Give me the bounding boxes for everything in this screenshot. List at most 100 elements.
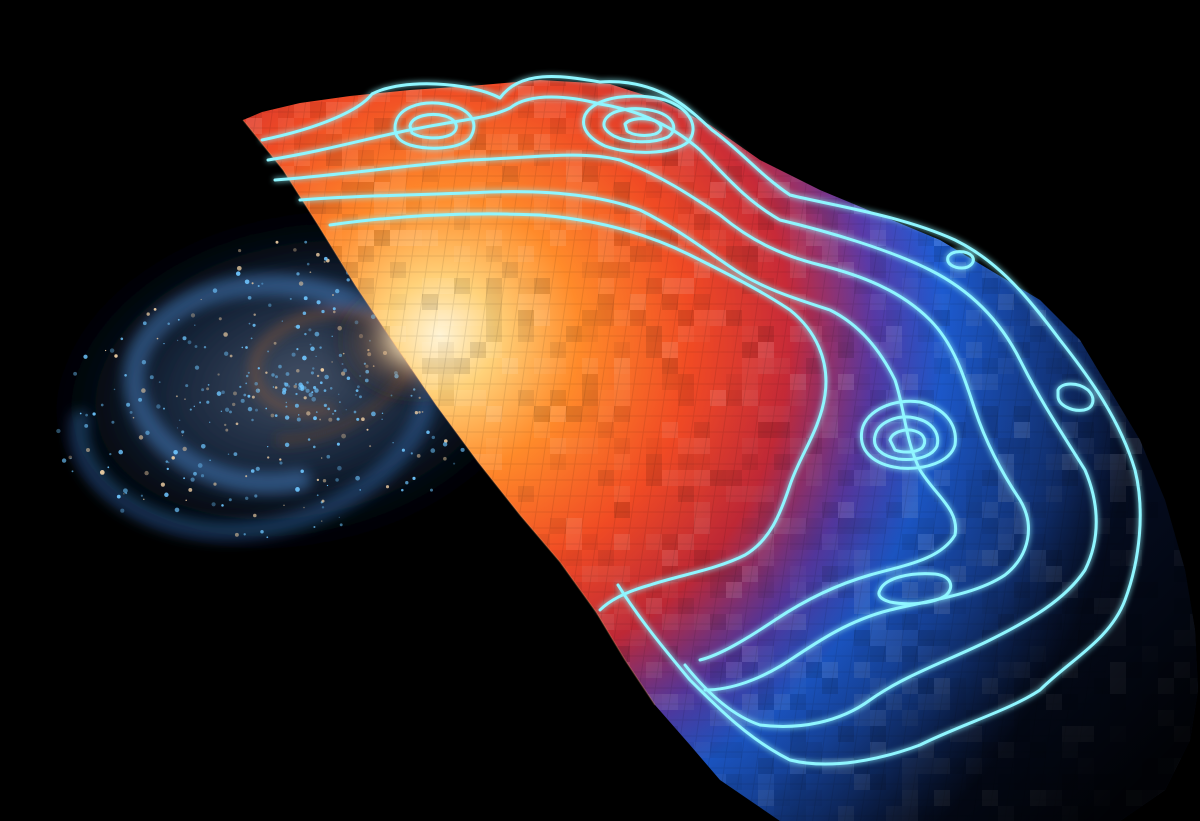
- galaxy-star: [279, 461, 283, 465]
- galaxy-star: [224, 407, 230, 412]
- galaxy-star: [109, 452, 112, 456]
- galaxy-star: [298, 281, 304, 286]
- contour-inner: [328, 212, 828, 612]
- contour-2: [266, 95, 1098, 728]
- galaxy-star: [257, 367, 260, 370]
- galaxy-star: [233, 452, 238, 456]
- galaxy-star: [319, 418, 322, 421]
- galaxy-star: [281, 390, 287, 395]
- galaxy-star: [218, 317, 222, 321]
- galaxy-star: [303, 396, 307, 400]
- contour-loop-d: [877, 572, 953, 606]
- galaxy-star: [145, 430, 150, 435]
- galaxy-star: [332, 413, 334, 415]
- galaxy-star: [201, 388, 205, 392]
- contour-3: [273, 153, 1030, 692]
- galaxy-star: [381, 418, 383, 420]
- galaxy-star: [295, 324, 301, 329]
- galaxy-star: [176, 339, 179, 342]
- galaxy-star: [257, 284, 260, 288]
- galaxy-star: [443, 439, 448, 443]
- galaxy-star: [284, 415, 290, 420]
- galaxy-star: [255, 408, 258, 412]
- galaxy-star: [267, 350, 270, 353]
- galaxy-star: [221, 504, 224, 507]
- contour-loop-c-inner: [888, 428, 927, 454]
- contour-loop-f: [946, 250, 975, 270]
- galaxy-star: [200, 474, 205, 478]
- galaxy-star: [295, 392, 298, 396]
- galaxy-star: [109, 348, 115, 353]
- galaxy-star: [321, 309, 325, 314]
- galaxy-star: [338, 401, 341, 404]
- galaxy-star: [163, 407, 165, 410]
- galaxy-star: [178, 419, 181, 422]
- galaxy-star: [329, 387, 333, 390]
- galaxy-star: [327, 407, 331, 411]
- galaxy-star: [431, 435, 435, 440]
- galaxy-star: [410, 452, 413, 455]
- galaxy-star: [306, 262, 310, 266]
- galaxy-star: [247, 406, 253, 412]
- galaxy-star: [323, 260, 326, 263]
- galaxy-star: [171, 456, 175, 460]
- galaxy-star: [71, 470, 74, 473]
- galaxy-star: [442, 442, 448, 447]
- galaxy-star: [328, 417, 333, 422]
- galaxy-star: [305, 388, 310, 393]
- galaxy-star: [165, 460, 169, 463]
- galaxy-star: [142, 321, 147, 326]
- galaxy-star: [217, 373, 220, 376]
- galaxy-star: [167, 461, 170, 464]
- galaxy-star: [225, 428, 229, 432]
- galaxy-star: [221, 390, 225, 394]
- galaxy-star: [73, 371, 78, 376]
- galaxy-star: [313, 525, 316, 529]
- galaxy-star: [460, 447, 465, 452]
- galaxy-star: [203, 345, 207, 349]
- galaxy-star: [129, 410, 133, 414]
- galaxy-star: [250, 469, 255, 473]
- galaxy-star: [84, 423, 89, 428]
- galaxy-star: [224, 423, 227, 427]
- galaxy-star: [293, 384, 297, 389]
- galaxy-star: [309, 271, 312, 274]
- galaxy-star: [414, 411, 419, 415]
- galaxy-star: [227, 453, 230, 455]
- galaxy-star: [401, 488, 404, 492]
- galaxy-star: [294, 383, 298, 386]
- galaxy-star: [86, 448, 90, 452]
- galaxy-star: [356, 417, 360, 421]
- galaxy-star: [140, 494, 143, 497]
- galaxy-star: [284, 389, 287, 391]
- galaxy-star: [315, 411, 318, 413]
- galaxy-star: [331, 293, 335, 297]
- galaxy-star: [320, 520, 323, 522]
- galaxy-star: [303, 506, 305, 509]
- galaxy-star: [193, 471, 197, 476]
- galaxy-star: [275, 375, 278, 379]
- galaxy-star: [323, 256, 328, 261]
- galaxy-star: [453, 462, 456, 465]
- galaxy-star: [245, 475, 248, 478]
- galaxy-star: [232, 402, 236, 407]
- galaxy-star: [253, 513, 257, 518]
- galaxy-star: [238, 249, 242, 253]
- galaxy-star: [296, 417, 301, 422]
- galaxy-star: [194, 365, 200, 370]
- galaxy-star: [107, 466, 110, 469]
- contour-loop-e: [1056, 382, 1095, 412]
- galaxy-star: [185, 499, 187, 502]
- galaxy-star: [321, 499, 325, 503]
- galaxy-star: [274, 386, 278, 389]
- galaxy-star: [235, 271, 241, 276]
- galaxy-star: [143, 498, 145, 501]
- galaxy-star: [187, 340, 192, 345]
- galaxy-star: [300, 469, 304, 473]
- galaxy-star: [322, 479, 327, 483]
- galaxy-star: [209, 459, 211, 462]
- galaxy-star: [123, 488, 128, 494]
- galaxy-star: [166, 467, 169, 471]
- galaxy-star: [285, 401, 288, 404]
- galaxy-star: [104, 349, 107, 352]
